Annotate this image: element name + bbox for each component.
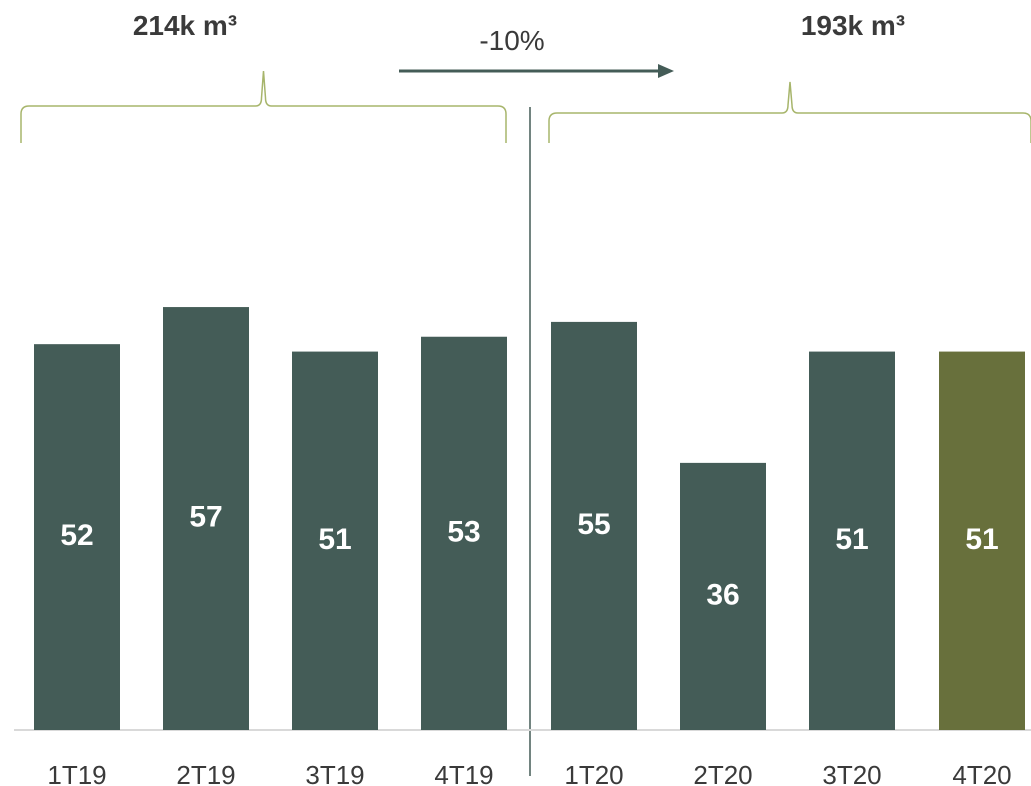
group-total-2020: 193k m³ (801, 10, 905, 41)
bar-value-label: 52 (60, 519, 93, 552)
bar-4T20 (939, 351, 1025, 730)
x-tick-label: 2T20 (693, 760, 752, 786)
bar-2T20 (680, 462, 766, 730)
bar-value-label: 53 (447, 515, 480, 548)
bars (34, 307, 1025, 730)
bar-1T20 (551, 321, 637, 730)
bar-value-label: 51 (965, 523, 998, 556)
bar-1T19 (34, 344, 120, 730)
x-tick-label: 3T20 (822, 760, 881, 786)
x-tick-labels: 1T19 2T19 3T19 4T19 1T20 2T20 3T20 4T20 (47, 760, 1011, 786)
change-percent-label: -10% (479, 25, 544, 56)
bar-3T19 (292, 351, 378, 730)
group-braces (20, 70, 1031, 143)
annotations: 214k m³ 193k m³ -10% (133, 10, 905, 78)
brace-2019 (20, 70, 507, 143)
bar-value-label: 36 (706, 578, 739, 611)
bar-value-label: 51 (318, 523, 351, 556)
x-tick-label: 1T20 (564, 760, 623, 786)
group-total-2019: 214k m³ (133, 10, 237, 41)
bar-value-label: 51 (835, 523, 868, 556)
bar-3T20 (809, 351, 895, 730)
brace-2020 (548, 81, 1031, 143)
bar-value-labels: 52 57 51 53 55 36 51 51 (60, 501, 998, 612)
x-tick-label: 3T19 (305, 760, 364, 786)
change-arrow-head (658, 64, 674, 78)
bar-2T19 (163, 307, 249, 730)
x-tick-label: 1T19 (47, 760, 106, 786)
bar-value-label: 55 (577, 508, 610, 541)
bar-4T19 (421, 336, 507, 730)
bar-value-label: 57 (189, 501, 222, 534)
x-tick-label: 2T19 (176, 760, 235, 786)
x-tick-label: 4T19 (434, 760, 493, 786)
x-tick-label: 4T20 (952, 760, 1011, 786)
